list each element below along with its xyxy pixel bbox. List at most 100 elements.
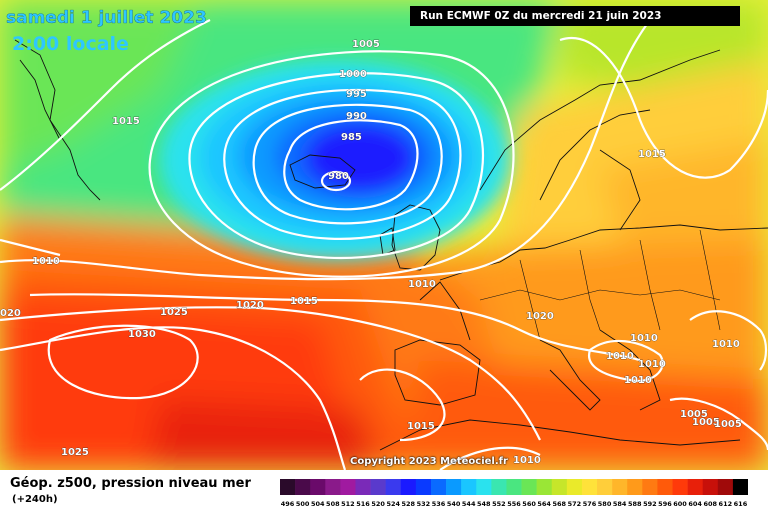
isobar-1015 [0, 19, 211, 191]
legend-swatch-612 [717, 479, 734, 495]
legend-tick-label: 532 [417, 500, 431, 508]
legend-tick-label: 612 [719, 500, 733, 508]
legend-swatch-532 [415, 479, 432, 495]
legend-swatch-592 [642, 479, 658, 495]
legend-tick-label: 580 [598, 500, 612, 508]
legend-tick-label: 540 [447, 500, 461, 508]
isobar-1000 [188, 72, 485, 260]
isobar-1020 [0, 306, 541, 441]
isobar-label-1015-greenland: 1015 [112, 116, 140, 127]
legend-swatch-508 [325, 479, 341, 495]
legend-tick-label: 600 [673, 500, 687, 508]
copyright-notice: Copyright 2023 Meteociel.fr [350, 456, 508, 467]
coastlines [14, 39, 768, 451]
legend-swatch-548 [476, 479, 492, 495]
isobar-label-1010-africa: 1010 [513, 455, 541, 466]
isobar-label-1010-mediterranean: 1010 [624, 375, 652, 386]
legend-tick-label: 496 [281, 500, 295, 508]
legend-swatch-512 [340, 479, 356, 495]
isobar-label-1010-britain: 1010 [408, 279, 436, 290]
legend-tick-label: 588 [628, 500, 642, 508]
isobar-label-990: 990 [346, 111, 367, 122]
legend-tick-label: 508 [326, 500, 340, 508]
isobar-1005-east [669, 397, 768, 451]
legend-tick-label: 564 [537, 500, 551, 508]
legend-tick-label: 536 [432, 500, 446, 508]
legend-swatch-504 [310, 479, 326, 495]
isobar-label-1015-iberia: 1015 [407, 421, 435, 432]
isobar-980 [320, 170, 352, 192]
isobar-label-1005-east-2: 1005 [692, 417, 720, 428]
legend-tick-label: 592 [643, 500, 657, 508]
isobar-label-1020-atlantic: 1020 [236, 300, 264, 311]
legend-swatch-516 [355, 479, 371, 495]
legend-tick-label: 616 [734, 500, 748, 508]
legend-swatch-596 [657, 479, 673, 495]
legend-swatch-616 [732, 479, 748, 495]
isobar-1015-east [559, 37, 768, 179]
color-scale-legend: 496 500 504 508 512 516 520 524 528 532 536 540 544 5… [280, 479, 748, 508]
parameter-title: Géop. z500, pression niveau mer [10, 476, 251, 491]
legend-tick-label: 604 [688, 500, 702, 508]
legend-tick-label: 516 [356, 500, 370, 508]
isobar-label-1020-left-edge: 020 [0, 308, 21, 319]
isobar-1010 [0, 19, 651, 281]
legend-swatch-496 [280, 479, 296, 495]
footer-bar: Géop. z500, pression niveau mer (+240h) … [0, 470, 768, 512]
legend-tick-label: 548 [477, 500, 491, 508]
legend-swatch-552 [491, 479, 507, 495]
isobar-label-1000: 1000 [339, 69, 367, 80]
legend-swatch-520 [370, 479, 386, 495]
isobar-label-1025-south: 1025 [61, 447, 89, 458]
model-run-info: Run ECMWF 0Z du mercredi 21 juin 2023 [410, 6, 740, 26]
isobar-995 [223, 88, 462, 240]
lead-time: (+240h) [12, 494, 58, 505]
legend-tick-label: 544 [462, 500, 476, 508]
legend-swatch-580 [597, 479, 613, 495]
legend-tick-label: 520 [371, 500, 385, 508]
isobar-label-1005-north: 1005 [352, 39, 380, 50]
isobar-1010-med [587, 339, 664, 383]
isobar-label-980: 980 [328, 171, 349, 182]
isobar-1005 [148, 50, 515, 278]
legend-swatch-560 [521, 479, 537, 495]
legend-swatch-576 [581, 479, 598, 495]
legend-tick-label: 576 [583, 500, 597, 508]
legend-swatch-524 [385, 479, 402, 495]
isobar-label-995: 995 [346, 89, 367, 100]
isobar-label-1010-adriatic: 1010 [638, 359, 666, 370]
isobar-1015-south [29, 293, 641, 362]
isobar-990 [252, 103, 443, 225]
legend-swatch-500 [295, 479, 311, 495]
isobar-1025 [0, 326, 347, 470]
isobar-label-1010-west: 1010 [32, 256, 60, 267]
legend-tick-label: 552 [492, 500, 506, 508]
legend-tick-label: 572 [568, 500, 582, 508]
legend-tick-label: 560 [522, 500, 536, 508]
forecast-local-time: 2:00 locale [12, 33, 129, 55]
legend-swatch-540 [446, 479, 462, 495]
legend-swatch-564 [536, 479, 553, 495]
isobar-labels: 1005 1000 995 990 985 980 1015 1015 1010… [0, 39, 742, 467]
legend-swatch-584 [612, 479, 628, 495]
isobar-label-985: 985 [341, 132, 362, 143]
isobar-label-1010-balkans-1: 1010 [630, 333, 658, 344]
legend-swatch-600 [672, 479, 688, 495]
isobars [0, 19, 768, 470]
isobar-label-1005-east-3: 1005 [714, 419, 742, 430]
isobar-label-1025-azores: 1025 [160, 307, 188, 318]
isobar-985 [283, 119, 419, 211]
legend-swatch-536 [430, 479, 447, 495]
isobar-label-1015-scandinavia: 1015 [638, 149, 666, 160]
weather-map: 1005 1000 995 990 985 980 1015 1015 1010… [0, 0, 768, 470]
legend-swatch-568 [551, 479, 568, 495]
legend-tick-label: 556 [507, 500, 521, 508]
legend-tick-label: 584 [613, 500, 627, 508]
isobar-1010-east [689, 310, 768, 371]
legend-tick-label: 568 [553, 500, 567, 508]
isobar-1010-left [0, 238, 61, 257]
isobar-1015-iberia [359, 368, 446, 442]
isobar-label-1010-balkans-2: 1010 [712, 339, 740, 350]
legend-tick-label: 596 [658, 500, 672, 508]
